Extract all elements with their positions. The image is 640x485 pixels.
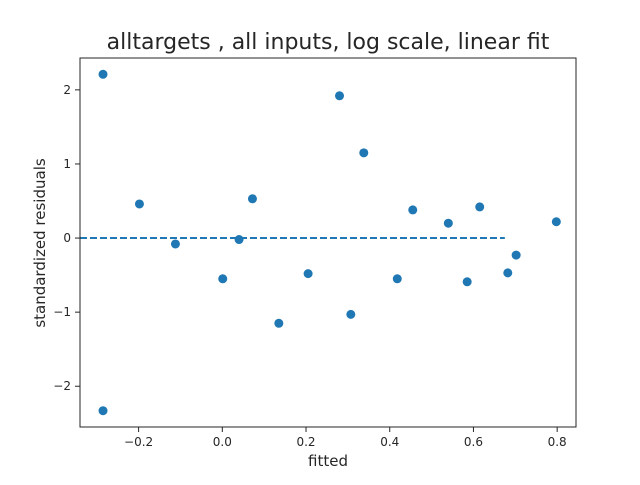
x-axis-label: fitted	[308, 452, 348, 470]
data-point	[274, 318, 284, 328]
data-point	[503, 268, 513, 278]
data-point	[511, 250, 521, 260]
data-point	[134, 199, 144, 209]
data-point	[98, 406, 108, 416]
data-point	[303, 269, 313, 279]
data-point	[392, 274, 402, 284]
data-point	[346, 309, 356, 319]
x-tick-label: 0.8	[548, 435, 567, 449]
y-axis-label: standardized residuals	[31, 158, 49, 328]
x-tick-label: 0.0	[213, 435, 232, 449]
x-tick-label: 0.6	[464, 435, 483, 449]
data-point	[335, 91, 345, 101]
data-point	[408, 205, 418, 215]
x-tick-label: 0.2	[296, 435, 315, 449]
data-point	[234, 235, 244, 245]
plot-area: −0.2 0.0 0.2 0.4 0.6 0.8 −2 −1 0 1 2	[53, 57, 577, 449]
data-point	[475, 202, 485, 212]
chart-title: alltargets , all inputs, log scale, line…	[107, 30, 550, 55]
data-point	[462, 277, 472, 287]
y-tick-label: 2	[63, 83, 71, 97]
x-tick-label: 0.4	[380, 435, 399, 449]
x-tick-label: −0.2	[124, 435, 153, 449]
axes-frame	[79, 57, 577, 428]
data-point	[218, 274, 228, 284]
y-tick-label: −2	[53, 379, 71, 393]
data-point	[247, 194, 257, 204]
data-point	[98, 69, 108, 79]
data-point	[170, 239, 180, 249]
y-tick-label: 0	[63, 231, 71, 245]
data-point	[359, 148, 369, 158]
data-point	[551, 217, 561, 227]
y-tick-label: −1	[53, 305, 71, 319]
y-tick-label: 1	[63, 157, 71, 171]
data-point	[443, 218, 453, 228]
